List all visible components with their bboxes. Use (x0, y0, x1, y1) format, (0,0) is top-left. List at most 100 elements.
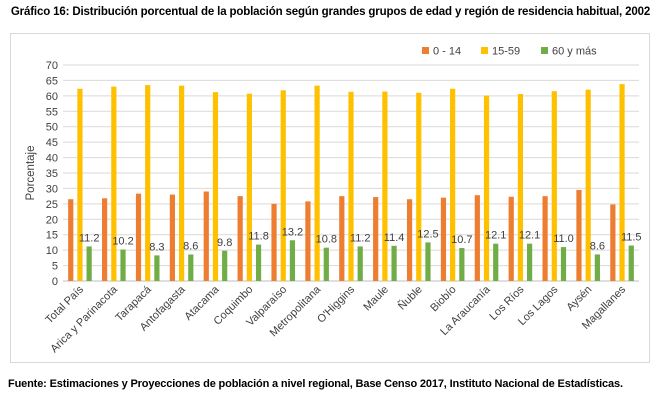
y-tick-label: 40 (46, 153, 58, 165)
bar-0-14-14 (542, 196, 548, 281)
bar-15-59-15 (585, 89, 591, 281)
bar-0-14-15 (576, 189, 582, 281)
bar-15-59-13 (517, 94, 524, 282)
bar-15-59-4 (212, 92, 219, 281)
legend-swatch (541, 47, 548, 54)
bar-60-y-m-s-12 (493, 243, 499, 281)
bar-60-y-m-s-1 (120, 249, 126, 281)
bar-60-y-m-s-13 (527, 243, 533, 281)
bar-0-14-3 (169, 194, 175, 281)
data-label: 10.8 (316, 234, 337, 246)
bar-60-y-m-s-2 (154, 255, 160, 281)
data-label: 11.5 (621, 232, 642, 244)
bar-60-y-m-s-7 (323, 247, 329, 281)
y-tick-label: 0 (52, 276, 58, 288)
bar-15-59-16 (619, 84, 625, 281)
bar-15-59-3 (178, 85, 185, 281)
y-tick-label: 30 (46, 183, 58, 195)
bar-60-y-m-s-0 (86, 246, 92, 281)
bar-60-y-m-s-8 (357, 246, 363, 281)
bar-15-59-10 (416, 92, 422, 281)
data-label: 11.2 (350, 232, 371, 244)
bar-60-y-m-s-11 (459, 247, 465, 281)
y-tick-label: 25 (46, 199, 58, 211)
bar-15-59-9 (382, 91, 388, 281)
bar-15-59-6 (280, 90, 286, 281)
bar-0-14-7 (305, 201, 311, 281)
data-label: 8.6 (590, 240, 605, 252)
y-tick-label: 20 (46, 214, 58, 226)
data-label: 12.1 (519, 230, 540, 242)
y-tick-label: 65 (46, 75, 58, 87)
bar-0-14-13 (508, 196, 514, 281)
bar-60-y-m-s-5 (255, 244, 262, 281)
y-tick-label: 35 (46, 168, 58, 180)
data-label: 10.7 (451, 234, 472, 246)
bar-15-59-11 (450, 88, 456, 281)
bar-0-14-12 (474, 195, 480, 281)
legend-label: 60 y más (552, 46, 597, 58)
x-tick-label: Ñuble (395, 283, 425, 313)
data-label: 11.2 (79, 232, 100, 244)
y-tick-label: 60 (46, 91, 58, 103)
data-label: 9.8 (217, 237, 232, 249)
bar-0-14-0 (68, 199, 74, 281)
legend-swatch (481, 47, 488, 54)
legend-label: 15-59 (492, 46, 520, 58)
bar-60-y-m-s-4 (222, 250, 228, 281)
legend-swatch (422, 47, 429, 54)
source-note: Fuente: Estimaciones y Proyecciones de p… (8, 378, 623, 390)
data-label: 8.6 (183, 240, 198, 252)
bar-15-59-14 (551, 91, 557, 281)
bar-60-y-m-s-16 (628, 245, 634, 281)
bar-0-14-16 (610, 204, 616, 281)
bar-60-y-m-s-3 (188, 254, 194, 281)
bar-15-59-7 (314, 85, 320, 281)
bar-60-y-m-s-9 (391, 245, 397, 281)
bar-0-14-11 (440, 197, 447, 281)
x-tick-label: Biobío (428, 284, 459, 315)
data-label: 12.5 (417, 228, 438, 240)
bar-60-y-m-s-15 (594, 254, 600, 281)
chart-frame: 0 5 10 15 20 25 30 35 40 45 50 55 60 65 70 Porcentaje 11… (10, 33, 650, 363)
bar-60-y-m-s-10 (425, 242, 431, 281)
x-tick-label: Aysén (564, 284, 594, 314)
bar-0-14-5 (237, 196, 243, 281)
bar-15-59-0 (77, 88, 83, 281)
bar-0-14-6 (271, 203, 277, 281)
x-tick-label: Arica y Parinacota (48, 283, 120, 355)
bar-0-14-1 (102, 198, 108, 281)
y-tick-label: 10 (46, 245, 58, 257)
data-label: 12.1 (485, 230, 506, 242)
y-tick-label: 70 (46, 60, 58, 72)
bar-0-14-4 (203, 191, 209, 281)
bar-60-y-m-s-6 (289, 240, 296, 281)
data-label: 13.2 (282, 226, 303, 238)
y-tick-label: 15 (46, 230, 58, 242)
y-tick-label: 45 (46, 137, 58, 149)
y-axis-title: Porcentaje (25, 146, 37, 201)
bar-0-14-10 (406, 199, 413, 281)
chart-title: Gráfico 16: Distribución porcentual de l… (10, 6, 651, 18)
data-label: 11.4 (384, 232, 405, 244)
bar-60-y-m-s-14 (560, 247, 567, 281)
data-label: 8.3 (149, 241, 164, 253)
bar-15-59-12 (483, 95, 490, 281)
bar-chart: 0 5 10 15 20 25 30 35 40 45 50 55 60 65 70 Porcentaje 11… (25, 46, 642, 356)
data-label: 11.8 (248, 231, 269, 243)
bar-0-14-2 (135, 193, 142, 281)
data-label: 11.0 (553, 233, 574, 245)
legend-label: 0 - 14 (433, 46, 461, 58)
y-tick-label: 5 (52, 261, 58, 273)
data-label: 10.2 (112, 236, 133, 248)
bar-0-14-9 (373, 197, 379, 281)
bar-0-14-8 (339, 196, 345, 281)
y-tick-label: 50 (46, 122, 58, 134)
bar-15-59-1 (111, 86, 117, 281)
bar-15-59-8 (348, 91, 354, 281)
x-tick-label: O'Higgins (315, 283, 357, 325)
bar-15-59-2 (145, 85, 151, 281)
bar-15-59-5 (246, 93, 252, 281)
x-tick-label: Maule (361, 284, 391, 314)
y-tick-label: 55 (46, 106, 58, 118)
